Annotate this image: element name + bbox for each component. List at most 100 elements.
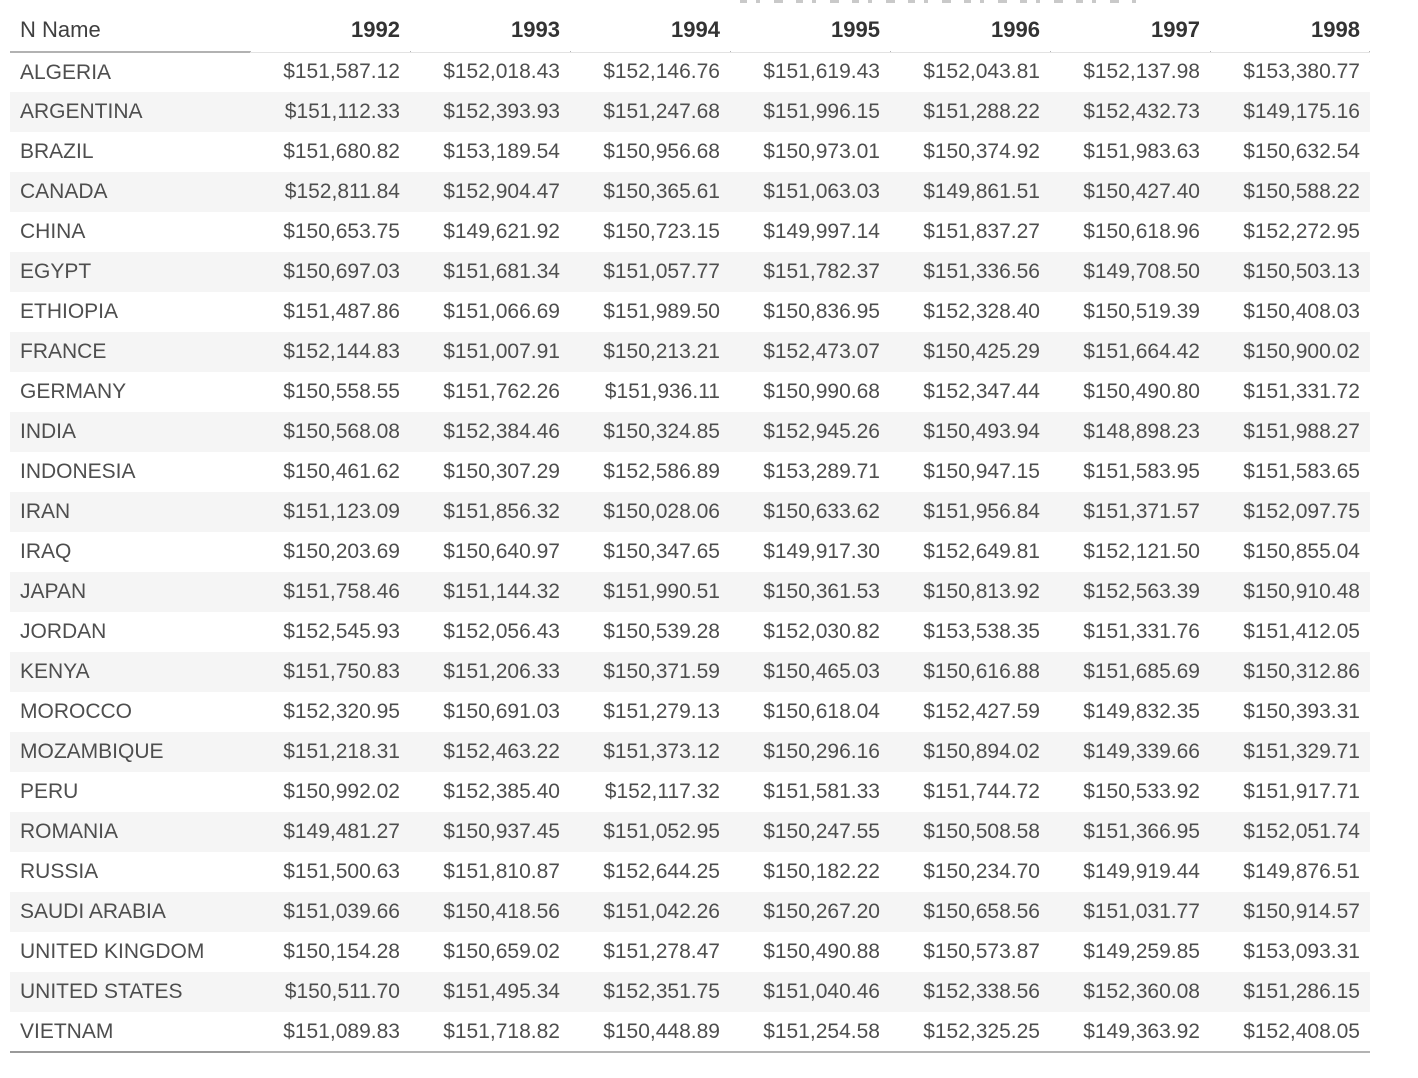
value-cell[interactable]: $150,691.03 — [443, 700, 560, 723]
country-name-cell[interactable]: JORDAN — [20, 620, 107, 643]
value-cell[interactable]: $152,563.39 — [1050, 572, 1210, 612]
country-name-cell[interactable]: ROMANIA — [10, 812, 250, 852]
value-cell[interactable]: $150,539.28 — [603, 620, 720, 643]
value-cell[interactable]: $152,097.75 — [1210, 492, 1370, 532]
value-cell[interactable]: $150,836.95 — [763, 300, 880, 323]
value-cell[interactable]: $151,063.03 — [730, 172, 890, 212]
country-name-cell[interactable]: ARGENTINA — [10, 92, 250, 132]
country-name-cell[interactable]: IRAQ — [20, 540, 72, 563]
value-cell[interactable]: $151,583.95 — [1083, 460, 1200, 483]
value-cell[interactable]: $150,427.40 — [1050, 172, 1210, 212]
value-cell[interactable]: $152,144.83 — [250, 332, 410, 372]
country-name-cell[interactable]: IRAN — [10, 492, 250, 532]
value-cell[interactable]: $150,653.75 — [283, 220, 400, 243]
value-cell[interactable]: $151,144.32 — [410, 572, 570, 612]
value-cell[interactable]: $151,206.33 — [410, 652, 570, 692]
value-cell[interactable]: $150,992.02 — [283, 780, 400, 803]
value-cell[interactable]: $151,685.69 — [1050, 652, 1210, 692]
year-column-header[interactable]: 1992 — [250, 8, 410, 53]
value-cell[interactable]: $150,659.02 — [443, 940, 560, 963]
row-header-label[interactable]: N Name — [10, 8, 250, 53]
value-cell[interactable]: $148,898.23 — [1050, 412, 1210, 452]
value-cell[interactable]: $150,947.15 — [923, 460, 1040, 483]
value-cell[interactable]: $153,189.54 — [443, 140, 560, 163]
value-cell[interactable]: $152,384.46 — [410, 412, 570, 452]
value-cell[interactable]: $149,259.85 — [1083, 940, 1200, 963]
value-cell[interactable]: $150,234.70 — [923, 860, 1040, 883]
value-cell[interactable]: $152,117.32 — [604, 780, 720, 803]
value-cell[interactable]: $151,366.95 — [1050, 812, 1210, 852]
value-cell[interactable]: $150,312.86 — [1210, 652, 1370, 692]
value-cell[interactable]: $150,493.94 — [890, 412, 1050, 452]
value-cell[interactable]: $149,876.51 — [1243, 860, 1360, 883]
value-cell[interactable]: $152,393.93 — [410, 92, 570, 132]
value-cell[interactable]: $151,583.65 — [1243, 460, 1360, 483]
value-cell[interactable]: $151,040.46 — [730, 972, 890, 1012]
value-cell[interactable]: $150,658.56 — [890, 892, 1050, 932]
value-cell[interactable]: $152,360.08 — [1050, 972, 1210, 1012]
value-cell[interactable]: $151,744.72 — [923, 780, 1040, 803]
value-cell[interactable]: $150,247.55 — [730, 812, 890, 852]
country-name-cell[interactable]: CHINA — [20, 220, 86, 243]
value-cell[interactable]: $150,533.92 — [1083, 780, 1200, 803]
value-cell[interactable]: $151,487.86 — [283, 300, 400, 323]
value-cell[interactable]: $150,393.31 — [1243, 700, 1360, 723]
value-cell[interactable]: $149,708.50 — [1050, 252, 1210, 292]
value-cell[interactable]: $151,052.95 — [570, 812, 730, 852]
value-cell[interactable]: $149,919.44 — [1083, 860, 1200, 883]
value-cell[interactable]: $152,811.84 — [250, 172, 410, 212]
value-cell[interactable]: $150,408.03 — [1243, 300, 1360, 323]
value-cell[interactable]: $150,633.62 — [730, 492, 890, 532]
value-cell[interactable]: $150,213.21 — [570, 332, 730, 372]
value-cell[interactable]: $152,030.82 — [763, 620, 880, 643]
value-cell[interactable]: $152,347.44 — [923, 380, 1040, 403]
value-cell[interactable]: $149,481.27 — [250, 812, 410, 852]
country-name-cell[interactable]: MOROCCO — [20, 700, 132, 723]
value-cell[interactable]: $149,997.14 — [763, 220, 880, 243]
value-cell[interactable]: $150,618.96 — [1083, 220, 1200, 243]
value-cell[interactable]: $150,900.02 — [1210, 332, 1370, 372]
value-cell[interactable]: $151,681.34 — [410, 252, 570, 292]
value-cell[interactable]: $151,762.26 — [443, 380, 560, 403]
value-cell[interactable]: $152,473.07 — [730, 332, 890, 372]
value-cell[interactable]: $152,644.25 — [603, 860, 720, 883]
value-cell[interactable]: $150,723.15 — [603, 220, 720, 243]
value-cell[interactable]: $153,093.31 — [1243, 940, 1360, 963]
value-cell[interactable]: $151,279.13 — [603, 700, 720, 723]
value-cell[interactable]: $152,385.40 — [443, 780, 560, 803]
value-cell[interactable]: $151,336.56 — [890, 252, 1050, 292]
value-cell[interactable]: $151,495.34 — [410, 972, 570, 1012]
value-cell[interactable]: $151,039.66 — [250, 892, 410, 932]
value-cell[interactable]: $152,043.81 — [923, 60, 1040, 84]
value-cell[interactable]: $150,307.29 — [443, 460, 560, 483]
value-cell[interactable]: $151,331.72 — [1243, 380, 1360, 403]
value-cell[interactable]: $151,856.32 — [410, 492, 570, 532]
country-name-cell[interactable]: PERU — [20, 780, 79, 803]
value-cell[interactable]: $150,855.04 — [1243, 540, 1360, 563]
value-cell[interactable]: $150,365.61 — [570, 172, 730, 212]
value-cell[interactable]: $152,432.73 — [1050, 92, 1210, 132]
country-name-cell[interactable]: KENYA — [10, 652, 250, 692]
value-cell[interactable]: $151,581.33 — [763, 780, 880, 803]
value-cell[interactable]: $150,558.55 — [283, 380, 400, 403]
value-cell[interactable]: $150,894.02 — [890, 732, 1050, 772]
value-cell[interactable]: $149,832.35 — [1083, 700, 1200, 723]
value-cell[interactable]: $149,917.30 — [763, 540, 880, 563]
value-cell[interactable]: $151,373.12 — [570, 732, 730, 772]
value-cell[interactable]: $150,465.03 — [730, 652, 890, 692]
value-cell[interactable]: $150,347.65 — [603, 540, 720, 563]
value-cell[interactable]: $152,272.95 — [1243, 220, 1360, 243]
value-cell[interactable]: $150,588.22 — [1210, 172, 1370, 212]
value-cell[interactable]: $150,267.20 — [730, 892, 890, 932]
country-name-cell[interactable]: JAPAN — [10, 572, 250, 612]
country-name-cell[interactable]: ETHIOPIA — [20, 300, 119, 323]
value-cell[interactable]: $150,203.69 — [283, 540, 400, 563]
year-column-header[interactable]: 1994 — [570, 8, 730, 53]
value-cell[interactable]: $149,339.66 — [1050, 732, 1210, 772]
value-cell[interactable]: $151,750.83 — [250, 652, 410, 692]
value-cell[interactable]: $151,254.58 — [730, 1012, 890, 1053]
value-cell[interactable]: $151,718.82 — [410, 1012, 570, 1053]
value-cell[interactable]: $151,782.37 — [730, 252, 890, 292]
value-cell[interactable]: $150,490.80 — [1083, 380, 1200, 403]
value-cell[interactable]: $151,990.51 — [570, 572, 730, 612]
